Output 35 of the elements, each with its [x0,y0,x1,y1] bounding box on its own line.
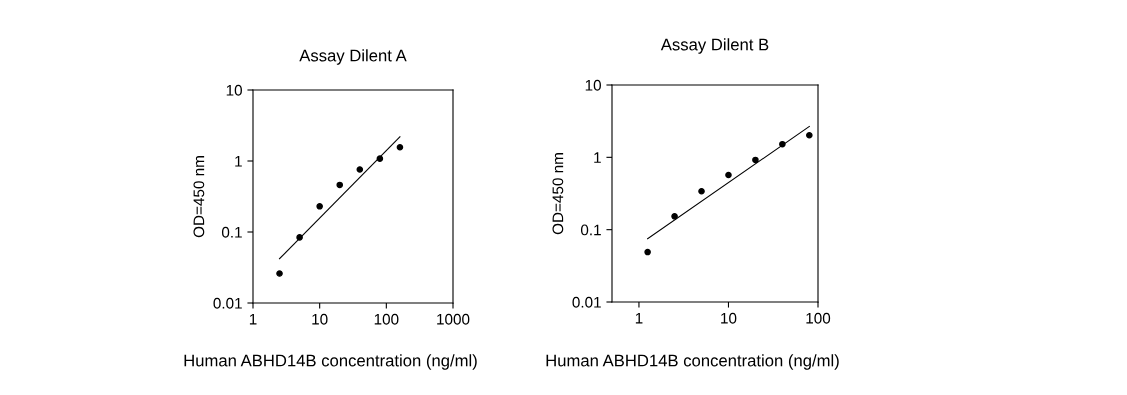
point [396,143,404,151]
point [806,131,813,139]
point [336,181,344,189]
x-axis-title: Human ABHD14B concentration (ng/ml) [184,354,477,370]
point [698,187,705,195]
y-axis-title: OD=450 nm [193,156,205,238]
chart-title: Assay Dilent A [299,49,407,65]
x-tick-label: 1 [635,312,643,324]
point [356,166,364,173]
x-tick-label: 100 [806,312,831,324]
y-tick-label: 0.01 [213,297,242,309]
x-tick-label: 1 [249,313,257,325]
point [276,270,283,277]
y-tick-label: 1 [594,152,601,163]
x-tick-label: 10 [312,313,328,325]
y-tick-label: 0.1 [580,224,601,236]
y-tick-label: 10 [226,84,242,96]
point [671,213,678,220]
point [725,171,732,179]
point [376,155,384,162]
point [644,248,651,256]
x-tick-label: 10 [721,312,737,324]
y-tick-label: 0.01 [572,296,601,308]
x-tick-label: 1000 [437,313,470,325]
y-axis-title: OD=450 nm [552,153,564,235]
point [296,234,303,241]
x-axis-title: Human ABHD14B concentration (ng/ml) [546,354,839,370]
chart-title: Assay Dilent B [660,38,769,54]
y-tick-label: 10 [585,79,601,91]
point [316,203,323,210]
y-tick-label: 0.1 [221,226,242,238]
point [752,156,759,164]
x-tick-label: 100 [374,313,399,325]
point [779,140,786,148]
y-tick-label: 1 [235,156,242,167]
